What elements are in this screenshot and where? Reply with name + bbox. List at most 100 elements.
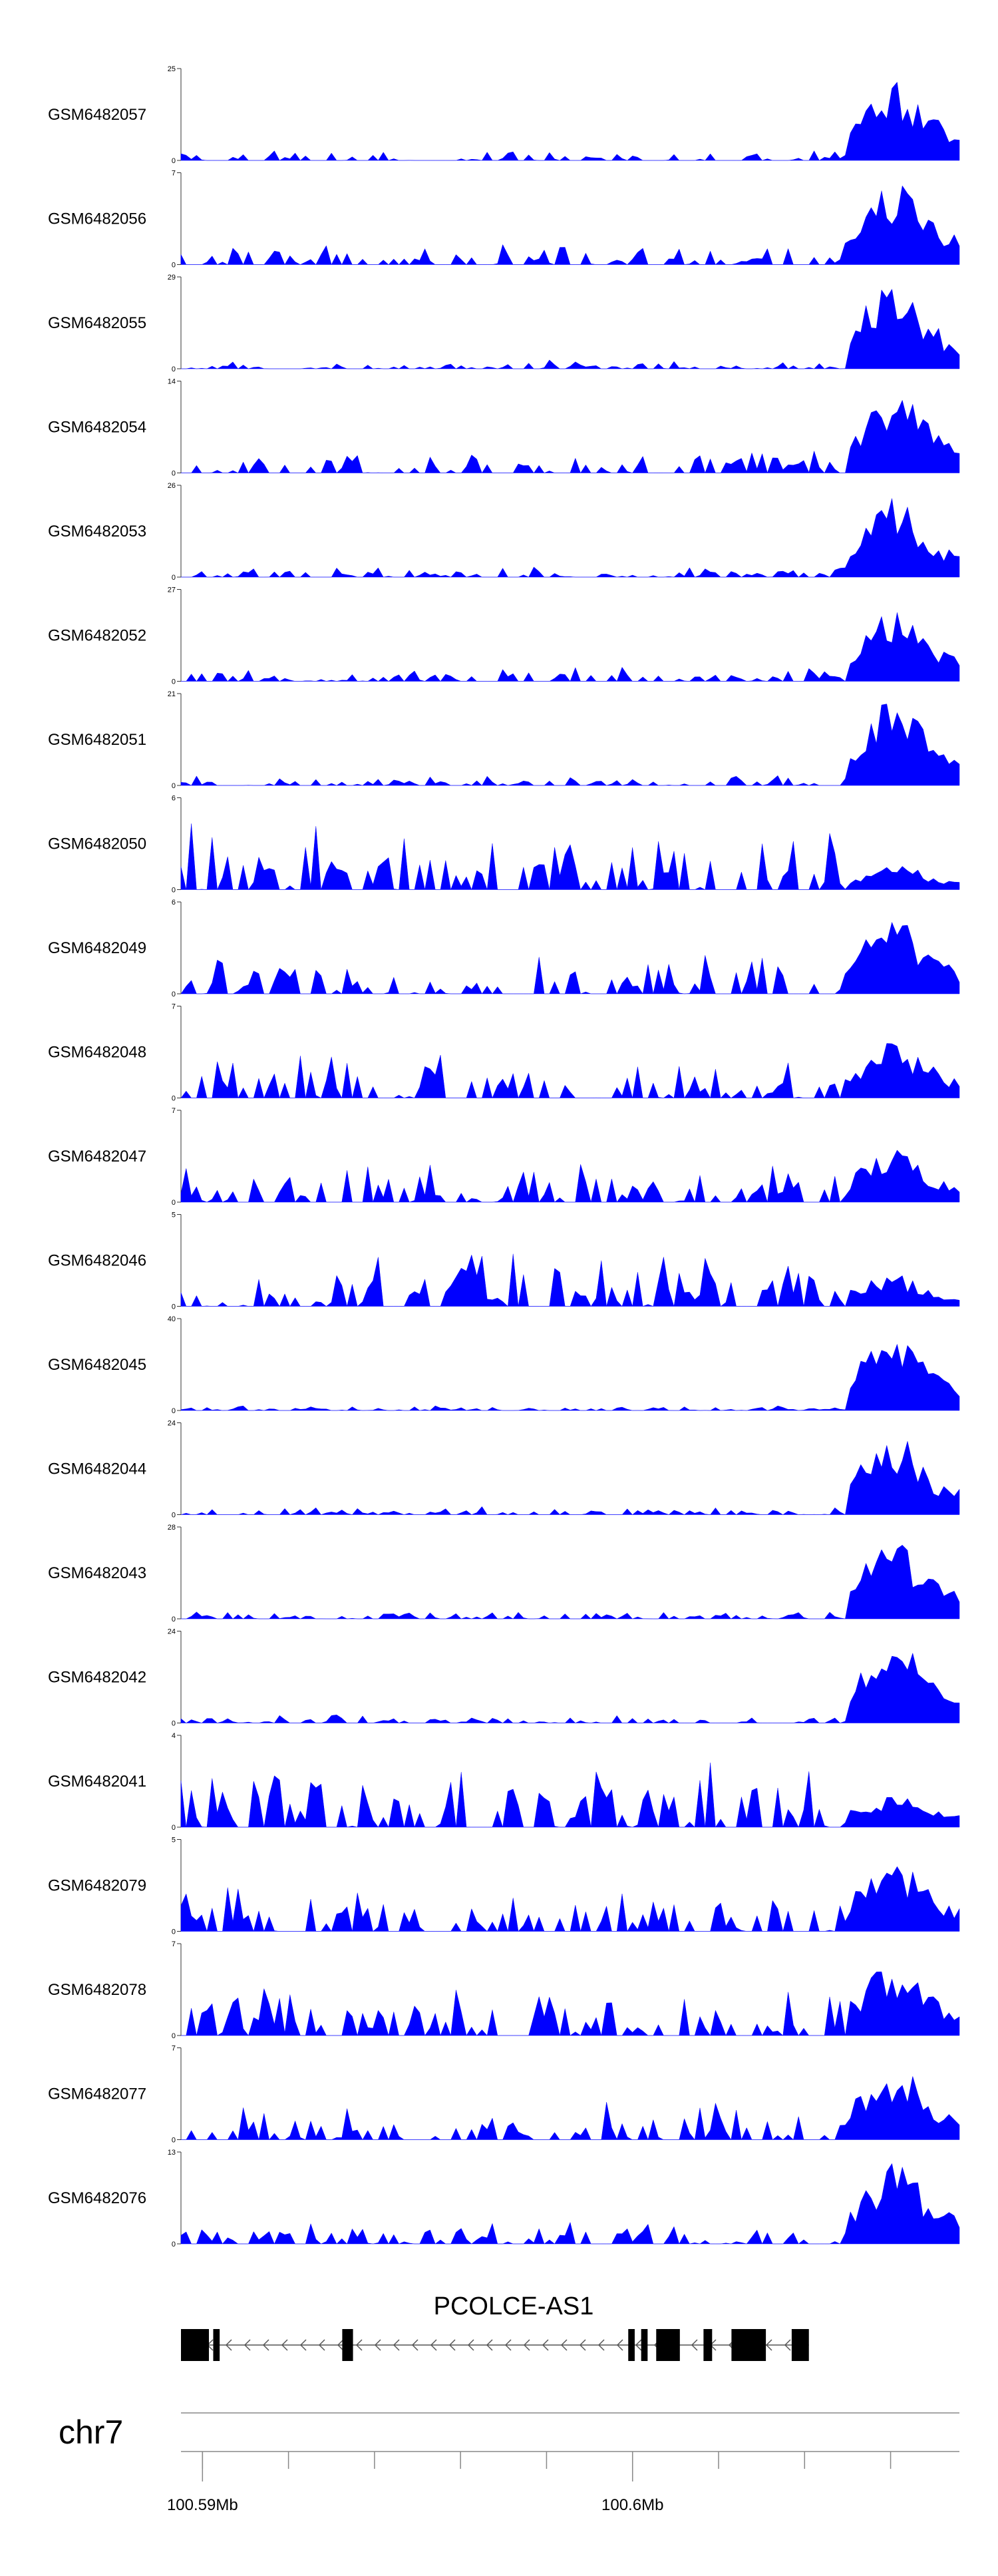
y-min-label: 0: [172, 574, 176, 582]
coverage-area: [181, 498, 960, 578]
gene-name-label: PCOLCE-AS1: [434, 2292, 594, 2320]
strand-arrow: [355, 2339, 363, 2351]
y-min-label: 0: [172, 2137, 176, 2145]
y-min-label: 0: [172, 1512, 176, 1520]
track-GSM6482048: GSM6482048 7 0: [48, 1003, 960, 1103]
strand-arrow: [411, 2339, 418, 2351]
y-max-label: 14: [168, 378, 176, 386]
gene-exon: [703, 2329, 713, 2361]
y-min-label: 0: [172, 157, 176, 165]
y-min-label: 0: [172, 678, 176, 686]
track-label: GSM6482044: [48, 1460, 146, 1478]
track-GSM6482057: GSM6482057 25 0: [48, 65, 960, 165]
track-GSM6482079: GSM6482079 5 0: [48, 1836, 960, 1936]
y-max-label: 24: [168, 1420, 176, 1428]
y-max-label: 5: [172, 1836, 176, 1844]
track-label: GSM6482049: [48, 939, 146, 957]
strand-arrow: [467, 2339, 474, 2351]
strand-arrow: [374, 2339, 381, 2351]
strand-arrow: [560, 2339, 568, 2351]
gene-exon: [791, 2329, 809, 2361]
track-label: GSM6482052: [48, 627, 146, 645]
track-GSM6482055: GSM6482055 29 0: [48, 274, 960, 373]
track-GSM6482045: GSM6482045 40 0: [48, 1315, 960, 1415]
y-max-label: 28: [168, 1524, 176, 1532]
y-max-label: 4: [172, 1732, 176, 1740]
coverage-area: [180, 1343, 960, 1411]
strand-arrow: [504, 2339, 512, 2351]
y-max-label: 13: [168, 2149, 176, 2157]
strand-arrow: [691, 2339, 698, 2351]
track-label: GSM6482046: [48, 1252, 146, 1270]
track-label: GSM6482077: [48, 2085, 146, 2103]
track-label: GSM6482050: [48, 835, 146, 853]
gene-exon: [628, 2329, 635, 2361]
gene-exon: [641, 2329, 648, 2361]
coverage-area: [181, 288, 960, 369]
coverage-area: [180, 1652, 960, 1723]
track-label: GSM6482047: [48, 1148, 146, 1166]
strand-arrow: [784, 2339, 791, 2351]
strand-arrow: [318, 2339, 325, 2351]
y-max-label: 25: [168, 65, 176, 73]
strand-arrow: [244, 2339, 251, 2351]
strand-arrow: [299, 2339, 307, 2351]
strand-arrow: [337, 2339, 344, 2351]
coverage-area: [180, 921, 960, 994]
track-label: GSM6482056: [48, 210, 146, 228]
y-max-label: 29: [168, 274, 176, 282]
track-GSM6482051: GSM6482051 21 0: [48, 690, 960, 790]
y-min-label: 0: [172, 990, 176, 998]
y-max-label: 26: [168, 482, 176, 490]
track-GSM6482041: GSM6482041 4 0: [48, 1732, 960, 1832]
track-label: GSM6482057: [48, 106, 146, 124]
track-label: GSM6482054: [48, 419, 146, 437]
y-min-label: 0: [172, 1928, 176, 1936]
strand-arrow: [523, 2339, 530, 2351]
track-label: GSM6482053: [48, 523, 146, 540]
y-max-label: 7: [172, 2045, 176, 2053]
y-max-label: 7: [172, 1940, 176, 1948]
track-GSM6482043: GSM6482043 28 0: [48, 1524, 960, 1623]
gene-exon: [342, 2329, 353, 2361]
y-min-label: 0: [172, 1199, 176, 1207]
coverage-area: [180, 81, 960, 161]
axis-tick-label: 100.6Mb: [601, 2496, 663, 2514]
coverage-area: [181, 399, 960, 474]
strand-arrow: [281, 2339, 288, 2351]
coverage-tracks: GSM6482057250GSM648205670GSM6482055290GS…: [48, 65, 960, 2249]
y-min-label: 0: [172, 1303, 176, 1311]
gene-exon: [213, 2329, 220, 2361]
strand-arrow: [393, 2339, 400, 2351]
gene-exon: [731, 2329, 766, 2361]
strand-arrow: [486, 2339, 493, 2351]
y-min-label: 0: [172, 470, 176, 478]
y-min-label: 0: [172, 2241, 176, 2249]
coverage-area: [180, 1150, 960, 1203]
y-min-label: 0: [172, 2032, 176, 2040]
gene-exon: [656, 2329, 680, 2361]
track-GSM6482053: GSM6482053 26 0: [48, 482, 960, 582]
coverage-area: [181, 1544, 960, 1619]
y-max-label: 40: [168, 1315, 176, 1323]
track-label: GSM6482076: [48, 2189, 146, 2207]
y-max-label: 24: [168, 1628, 176, 1636]
coverage-area: [180, 704, 960, 786]
coverage-area: [180, 1763, 960, 1828]
coverage-area: [180, 1866, 960, 1932]
track-GSM6482056: GSM6482056 7 0: [48, 170, 960, 270]
strand-arrow: [765, 2339, 772, 2351]
strand-arrow: [579, 2339, 586, 2351]
track-GSM6482050: GSM6482050 6 0: [48, 795, 960, 895]
track-GSM6482076: GSM6482076 13 0: [48, 2149, 960, 2249]
coverage-area: [180, 2163, 960, 2245]
track-label: GSM6482051: [48, 731, 146, 749]
track-label: GSM6482043: [48, 1564, 146, 1582]
track-GSM6482078: GSM6482078 7 0: [48, 1940, 960, 2040]
track-label: GSM6482079: [48, 1877, 146, 1895]
track-label: GSM6482048: [48, 1044, 146, 1062]
gene-exon: [181, 2329, 210, 2361]
y-min-label: 0: [172, 887, 176, 895]
y-min-label: 0: [172, 262, 176, 270]
strand-arrow: [616, 2339, 623, 2351]
